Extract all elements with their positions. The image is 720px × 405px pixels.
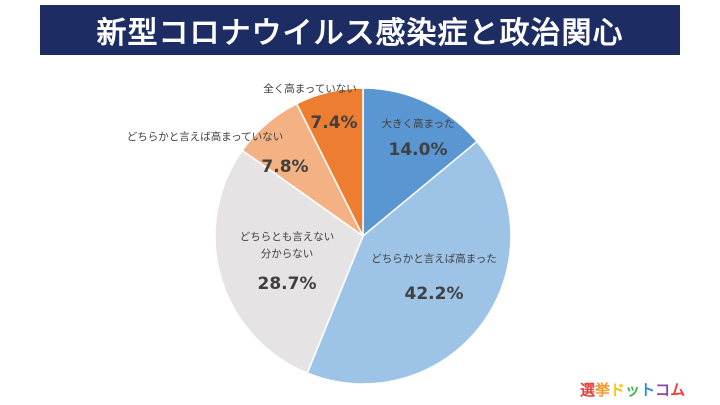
logo-char-4: ト xyxy=(640,380,656,399)
pie-slice-0 xyxy=(362,87,479,238)
slice-label-1-0: どちらかと言えば高まった xyxy=(371,252,497,265)
slice-value-1: 42.2% xyxy=(405,284,464,304)
slice-value-3: 7.8% xyxy=(261,157,308,177)
slice-value-2: 28.7% xyxy=(258,274,317,294)
logo-char-0: 選 xyxy=(580,380,596,399)
slice-label-3-0: どちらかと言えば高まっていない xyxy=(127,130,284,143)
slice-label-0-0: 大きく高まった xyxy=(381,117,454,130)
pie-slice-4 xyxy=(295,87,364,237)
slice-label-2-0: どちらとも言えない xyxy=(240,230,335,243)
pie-slice-1 xyxy=(306,140,512,385)
slice-value-0: 14.0% xyxy=(389,140,448,160)
brand-logo: 選挙ドットコム xyxy=(580,378,700,400)
logo-char-2: ド xyxy=(610,380,626,399)
slice-label-4-0: 全く高まっていない xyxy=(263,82,357,95)
chart-title: 新型コロナウイルス感染症と政治関心 xyxy=(96,16,624,51)
logo-char-3: ッ xyxy=(625,380,641,399)
title-banner: 新型コロナウイルス感染症と政治関心 xyxy=(40,5,680,55)
slice-label-2-1: 分からない xyxy=(261,248,314,260)
pie-slice-2 xyxy=(214,149,364,375)
slice-value-4: 7.4% xyxy=(310,113,357,133)
logo-char-1: 挙 xyxy=(595,380,611,399)
logo-char-6: ム xyxy=(670,380,686,399)
logo-char-5: コ xyxy=(655,380,671,399)
